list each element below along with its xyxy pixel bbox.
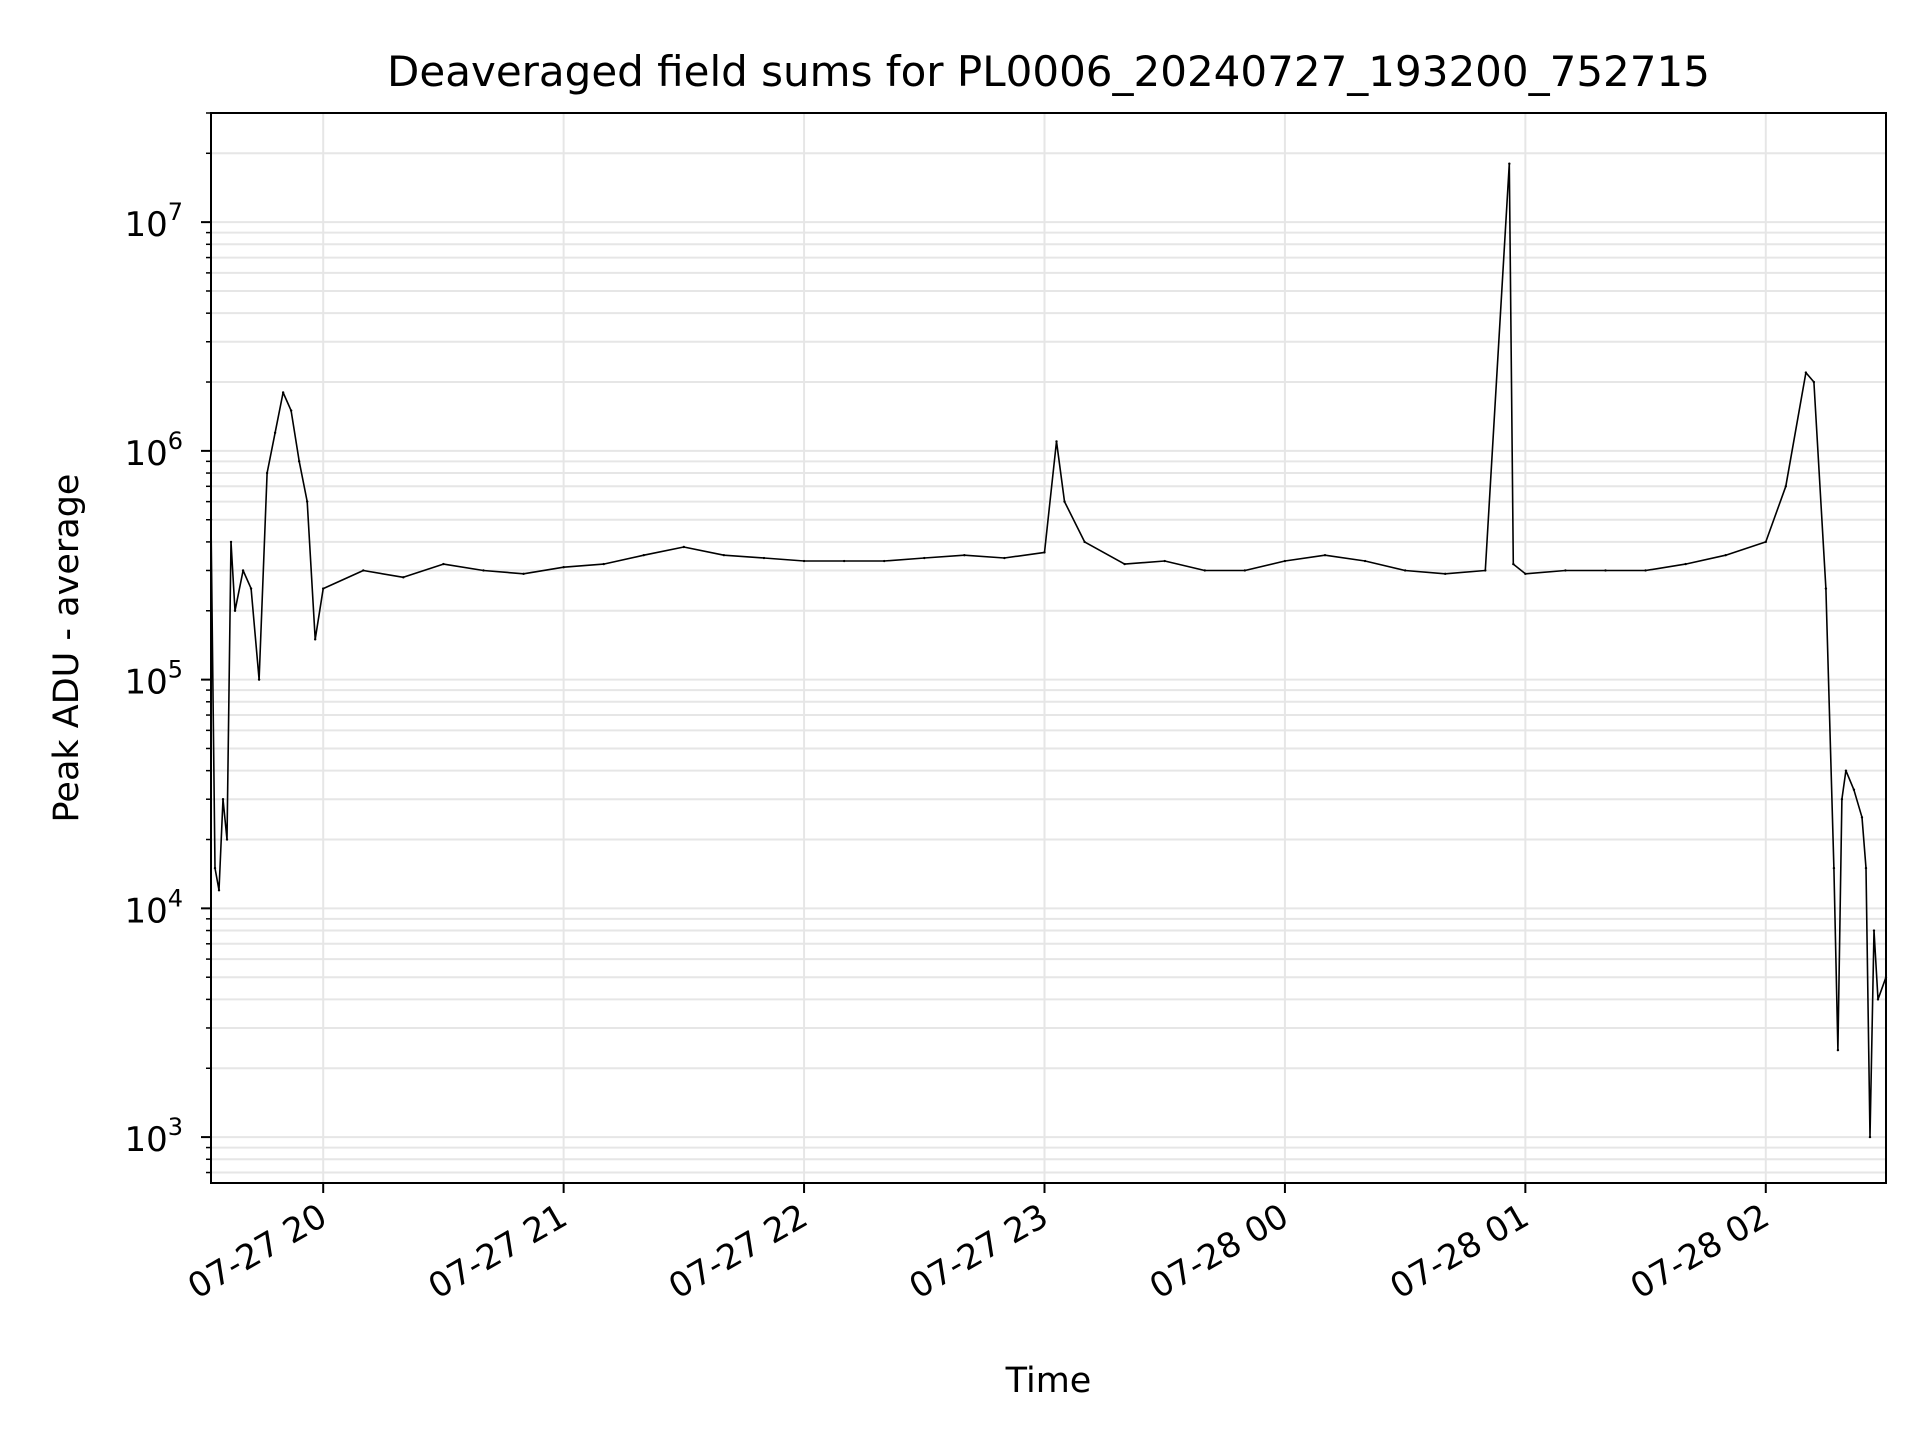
data-point bbox=[1860, 816, 1864, 819]
data-point bbox=[1323, 553, 1327, 557]
data-point bbox=[305, 500, 309, 503]
data-point bbox=[762, 556, 766, 560]
data-point bbox=[1824, 587, 1828, 590]
data-point bbox=[522, 572, 525, 576]
data-point bbox=[265, 471, 269, 475]
data-point bbox=[1283, 559, 1287, 563]
data-point bbox=[1852, 788, 1856, 791]
data-point bbox=[313, 638, 317, 641]
data-point bbox=[1812, 380, 1816, 384]
data-point bbox=[1403, 569, 1407, 572]
plot-frame bbox=[210, 112, 1887, 1184]
data-point bbox=[1836, 1048, 1840, 1052]
data-point bbox=[402, 576, 405, 579]
x-axis-label: Time bbox=[1005, 1361, 1092, 1401]
y-tick-label: 107 bbox=[124, 198, 183, 245]
series-layer bbox=[209, 162, 1888, 1139]
data-point bbox=[442, 562, 445, 566]
data-point bbox=[642, 553, 645, 557]
data-point bbox=[273, 431, 277, 434]
data-point bbox=[1864, 866, 1868, 870]
data-point bbox=[682, 545, 686, 549]
data-point bbox=[1644, 569, 1647, 572]
data-point bbox=[1444, 572, 1447, 576]
y-tick-label: 103 bbox=[124, 1113, 183, 1160]
data-point bbox=[602, 562, 605, 566]
data-point bbox=[1724, 553, 1727, 557]
data-point bbox=[1508, 162, 1511, 165]
y-axis-label: Peak ADU - average bbox=[47, 474, 87, 823]
data-point bbox=[289, 409, 293, 412]
data-point bbox=[1764, 540, 1767, 544]
data-point bbox=[257, 678, 261, 681]
y-tick-label: 106 bbox=[124, 427, 183, 474]
data-point bbox=[562, 566, 565, 569]
data-point bbox=[1484, 569, 1487, 572]
data-point bbox=[1604, 569, 1607, 572]
data-point bbox=[1804, 371, 1808, 374]
data-point bbox=[842, 559, 846, 563]
data-point bbox=[249, 587, 253, 590]
data-point bbox=[1844, 769, 1848, 772]
data-point bbox=[229, 540, 233, 544]
data-point bbox=[1363, 559, 1367, 563]
data-point bbox=[362, 569, 365, 572]
data-point bbox=[1055, 440, 1058, 443]
data-point bbox=[1564, 569, 1567, 572]
data-point bbox=[233, 609, 237, 612]
data-point bbox=[213, 866, 217, 870]
data-point bbox=[802, 559, 806, 563]
data-point bbox=[482, 569, 485, 572]
data-point bbox=[1868, 1135, 1872, 1139]
grid bbox=[211, 112, 1886, 1183]
data-point bbox=[1083, 540, 1086, 544]
data-point bbox=[1840, 798, 1844, 801]
data-point bbox=[1003, 556, 1006, 560]
data-point bbox=[217, 889, 221, 892]
data-point bbox=[1784, 485, 1788, 488]
y-tick-label: 105 bbox=[124, 656, 183, 703]
data-point bbox=[297, 460, 301, 463]
data-point bbox=[1043, 551, 1046, 554]
data-point bbox=[1872, 929, 1876, 932]
data-point bbox=[322, 587, 325, 590]
data-point bbox=[1243, 569, 1247, 572]
y-tick-label: 104 bbox=[124, 884, 183, 931]
data-point bbox=[225, 838, 229, 841]
data-point bbox=[1063, 500, 1066, 503]
data-point bbox=[923, 556, 926, 560]
data-point bbox=[963, 553, 966, 557]
data-point bbox=[1524, 572, 1527, 576]
chart-title: Deaveraged field sums for PL0006_2024072… bbox=[387, 47, 1710, 96]
data-point bbox=[722, 553, 726, 557]
data-point bbox=[1876, 998, 1880, 1001]
data-point bbox=[1832, 866, 1836, 870]
data-point bbox=[1512, 562, 1515, 566]
data-point bbox=[1123, 562, 1126, 566]
data-point bbox=[221, 798, 225, 801]
data-point bbox=[1684, 562, 1687, 566]
data-point bbox=[1163, 559, 1166, 563]
data-point bbox=[1203, 569, 1206, 572]
data-point bbox=[281, 391, 285, 394]
data-point bbox=[883, 559, 886, 563]
data-point bbox=[241, 569, 245, 572]
